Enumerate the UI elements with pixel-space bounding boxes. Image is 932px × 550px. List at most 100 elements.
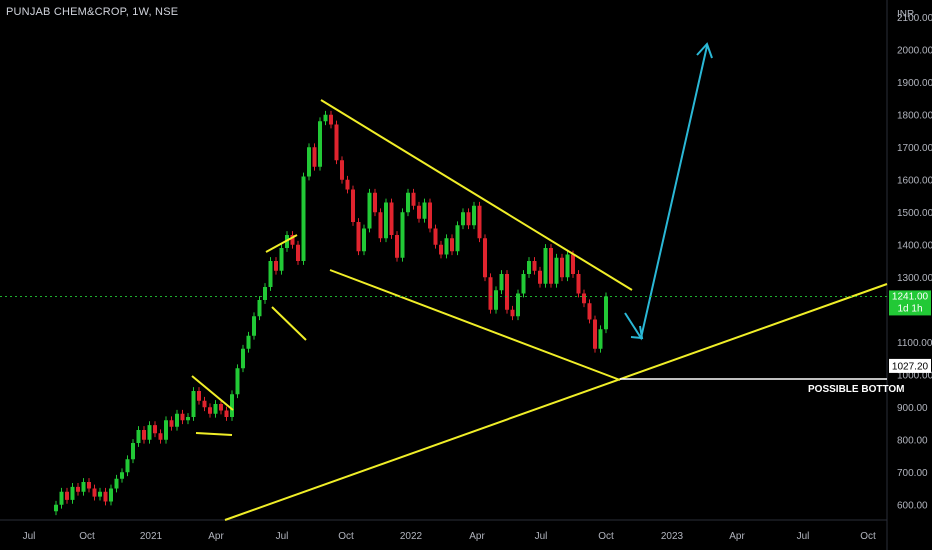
drawings xyxy=(191,42,888,521)
candle-body xyxy=(543,248,548,284)
candle-body xyxy=(224,410,229,417)
wedge-lower-trendline xyxy=(329,269,621,381)
candle-body xyxy=(499,274,504,291)
candle-body xyxy=(494,290,498,310)
candle-body xyxy=(318,121,322,167)
candle-body xyxy=(571,254,575,274)
candle-body xyxy=(147,425,152,440)
candle-body xyxy=(268,261,273,287)
candle-body xyxy=(114,478,119,489)
candle-body xyxy=(87,482,91,489)
candle-body xyxy=(362,228,366,252)
candle-body xyxy=(505,274,509,310)
candle-body xyxy=(103,491,108,502)
candle-body xyxy=(142,430,146,440)
price-tick-label: 1600.00 xyxy=(897,175,932,186)
candle-body xyxy=(422,202,427,219)
candle-body xyxy=(439,244,443,255)
candle-body xyxy=(510,309,515,317)
candle-body xyxy=(400,212,405,258)
candle-body xyxy=(527,261,531,274)
candle-body xyxy=(241,348,245,369)
candle-body xyxy=(180,413,185,421)
candle-body xyxy=(312,147,317,167)
candle-body xyxy=(131,443,135,460)
candle-body xyxy=(334,124,339,161)
price-tick-label: 2000.00 xyxy=(897,45,932,56)
candle-body xyxy=(477,205,482,239)
time-tick-label: Apr xyxy=(208,531,224,542)
price-tick-label: 2100.00 xyxy=(897,13,932,24)
triangle-upper-line xyxy=(191,375,234,411)
candle-body xyxy=(329,114,333,125)
support-price-value: 1027.20 xyxy=(892,361,929,372)
candle-body xyxy=(466,212,471,226)
time-tick-label: 2023 xyxy=(661,531,684,542)
candle-body xyxy=(136,430,141,443)
candle-body xyxy=(92,488,97,497)
candle-body xyxy=(246,335,251,349)
time-tick-label: Oct xyxy=(79,531,95,542)
price-tick-label: 1700.00 xyxy=(897,143,932,154)
possible-bottom-label: POSSIBLE BOTTOM xyxy=(808,384,905,395)
candle-body xyxy=(516,293,520,317)
time-tick-label: Oct xyxy=(338,531,354,542)
candle-body xyxy=(98,491,102,497)
price-tick-label: 900.00 xyxy=(897,403,928,414)
candle-body xyxy=(367,192,372,229)
candle-body xyxy=(549,248,553,284)
time-tick-label: Jul xyxy=(23,531,36,542)
candle-body xyxy=(290,235,295,245)
candle-body xyxy=(65,491,69,500)
price-tick-label: 1100.00 xyxy=(897,338,932,349)
time-tick-label: Oct xyxy=(598,531,614,542)
time-axis[interactable]: Jul Oct 2021 Apr Jul Oct 2022 Apr Jul Oct 2023 Apr J… xyxy=(23,531,876,542)
candle-body xyxy=(554,257,559,284)
candle-body xyxy=(587,303,592,320)
candle-body xyxy=(598,329,603,349)
candle-body xyxy=(483,238,487,278)
candle-body xyxy=(532,261,537,271)
candle-body xyxy=(120,472,124,479)
price-tick-label: 1300.00 xyxy=(897,273,932,284)
candle-body xyxy=(323,114,328,122)
chart-title: PUNJAB CHEM&CROP, 1W, NSE xyxy=(6,6,179,18)
candle-body xyxy=(560,257,564,278)
candle-body xyxy=(197,391,201,401)
last-price-countdown: 1d 1h xyxy=(897,303,922,314)
candle-body xyxy=(208,407,212,414)
price-tick-label: 1900.00 xyxy=(897,78,932,89)
candle-body xyxy=(202,400,207,408)
last-price-badge: 1241.00 1d 1h xyxy=(889,290,931,316)
price-tick-label: 1000.00 xyxy=(897,370,932,381)
flag-upper-line xyxy=(265,234,298,253)
candle-body xyxy=(153,425,157,434)
candle-body xyxy=(296,244,300,261)
candle-body xyxy=(433,228,438,245)
price-tick-label: 700.00 xyxy=(897,468,928,479)
candle-body xyxy=(576,274,581,294)
candle-body xyxy=(411,192,416,206)
time-tick-label: Oct xyxy=(860,531,876,542)
candle-body xyxy=(538,270,542,284)
candle-body xyxy=(219,404,223,411)
price-tick-label: 1500.00 xyxy=(897,208,932,219)
candle-body xyxy=(109,488,113,502)
support-price-badge-bg xyxy=(889,358,931,373)
candle-body xyxy=(406,192,410,213)
candles xyxy=(54,110,608,516)
price-tick-label: 600.00 xyxy=(897,500,928,511)
candle-body xyxy=(164,420,168,440)
candle-body xyxy=(378,212,383,239)
candle-body xyxy=(81,482,86,492)
last-price-value: 1241.00 xyxy=(892,291,929,302)
candle-body xyxy=(384,202,388,239)
time-tick-label: Jul xyxy=(535,531,548,542)
candle-body xyxy=(373,192,377,213)
price-axis[interactable]: 2100.00 2000.00 1900.00 1800.00 1700.00 1600.… xyxy=(897,13,932,512)
support-price-badge: 1027.20 xyxy=(889,358,931,373)
candle-body xyxy=(356,222,361,252)
candle-body xyxy=(59,491,64,505)
